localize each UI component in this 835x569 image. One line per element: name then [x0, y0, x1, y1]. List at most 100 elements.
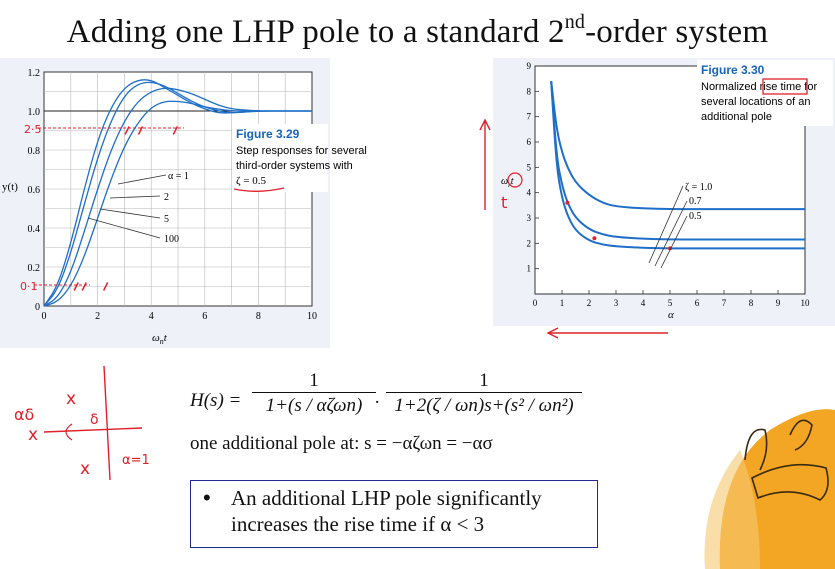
right-xtick-label: 2: [587, 298, 592, 308]
left-rise-mark: [137, 126, 144, 135]
left-rise-mark: [81, 282, 87, 291]
sketch-x-bottom: x: [80, 459, 90, 479]
left-rise-mark: [102, 282, 109, 291]
left-ytick-label: 0: [35, 302, 40, 313]
left-label-leader-1: [117, 174, 167, 185]
left-label-2: 2: [164, 192, 169, 203]
right-label-z05: 0.5: [689, 211, 702, 222]
right-series-line-0: [550, 81, 805, 211]
right-xtick-label: 1: [560, 298, 565, 308]
right-label-z1: ζ = 1.0: [685, 182, 712, 193]
right-ytick-label: 4: [527, 188, 532, 198]
right-caption-title: Figure 3.30: [701, 63, 765, 77]
pole-description: one additional pole at: s = −αζωn = −ασ: [190, 433, 493, 454]
left-rise-mark: [172, 126, 178, 135]
left-xticks: 0 2 4 6 8 10: [42, 311, 318, 322]
right-ytick-label: 2: [527, 238, 532, 248]
bullet-line-1: An additional LHP pole significantly: [231, 486, 542, 510]
right-ytick-label: 7: [527, 112, 532, 122]
formula-frac-2-den: 1+2(ζ / ωn)s+(s² / ωn²): [386, 392, 582, 417]
right-xtick-label: 3: [614, 298, 619, 308]
right-caption-line-1: Normalized rise time for: [701, 81, 817, 93]
right-red-mark: [565, 200, 570, 205]
sketch-x-left: x: [28, 425, 38, 445]
right-yticks: 9 8 7 6 5 4 3 2 1: [527, 61, 539, 274]
left-label-leader-100: [87, 217, 161, 239]
right-label-leader-3: [660, 215, 688, 269]
left-caption-bg: [232, 124, 328, 192]
right-ytick-label: 9: [527, 61, 532, 71]
left-xtick-label: 4: [149, 311, 154, 322]
right-ytick-label: 3: [527, 213, 532, 223]
left-caption-underline: [233, 187, 285, 192]
left-series-line-1: [43, 87, 312, 307]
right-caption-line-2: several locations of an: [701, 96, 810, 108]
left-series-line-3: [43, 79, 312, 307]
orange-character-glow: [704, 450, 760, 569]
right-caption-highlight: [762, 78, 808, 95]
right-xtick-label: 8: [749, 298, 754, 308]
right-xtick-label: 5: [668, 298, 673, 308]
left-label-leader-5: [99, 208, 161, 219]
sketch-imag-axis: [103, 365, 111, 481]
formula-frac-1: 1 1+(s / αζωn): [252, 370, 376, 417]
left-xlabel: ωnt: [152, 332, 168, 346]
left-figure: 1.2 1.0 0.8 0.6 0.4 0.2 0 0 2 4 6 8 10 y(t) ωnt α =…: [0, 58, 367, 348]
left-label-100: 100: [164, 234, 179, 245]
right-label-leader-2: [654, 200, 688, 267]
right-label-z07: 0.7: [689, 196, 702, 207]
left-xtick-label: 6: [202, 311, 207, 322]
orange-character-outline: [744, 419, 829, 501]
bullet-symbol: •: [203, 485, 211, 510]
formula-frac-1-den: 1+(s / αζωn): [252, 392, 376, 417]
sketch-real-axis: [43, 427, 143, 433]
left-xtick-label: 0: [42, 311, 47, 322]
sketch-label-sigma: δ: [90, 412, 99, 428]
left-handwritten-25: 2·5: [24, 123, 42, 136]
right-caption-bg: [697, 60, 833, 126]
left-label-5: 5: [164, 214, 169, 225]
left-curves: [43, 79, 312, 307]
right-xtick-label: 0: [533, 298, 538, 308]
left-ytick-label: 0.6: [28, 185, 41, 196]
left-ytick-label: 0.8: [28, 146, 41, 157]
left-ylabel: y(t): [2, 181, 18, 193]
left-caption-line-2: third-order systems with: [236, 160, 353, 172]
left-ytick-label: 0.2: [28, 263, 41, 274]
right-xtick-label: 4: [641, 298, 646, 308]
left-ytick-label: 1.2: [28, 68, 41, 79]
bullet-line-2: increases the rise time if α < 3: [231, 512, 485, 536]
right-xtick-label: 6: [695, 298, 700, 308]
right-ytick-label: 1: [527, 264, 532, 274]
sketch-label-alpha1: α=1: [122, 453, 150, 468]
left-handwritten-01: 0·1: [20, 280, 38, 293]
bullet-box: • An additional LHP pole significantly i…: [190, 480, 598, 548]
slide-title-sup: nd: [564, 11, 586, 33]
formula-frac-2-num: 1: [479, 370, 489, 391]
left-label-leader-2: [109, 195, 161, 199]
left-ytick-label: 0.4: [28, 224, 41, 235]
formula-frac-1-num: 1: [309, 370, 319, 391]
left-caption-title: Figure 3.29: [236, 127, 300, 141]
bullet-text: An additional LHP pole significantly inc…: [231, 485, 542, 537]
left-ytick-label: 1.0: [28, 107, 41, 118]
right-series-line-2: [550, 81, 805, 250]
left-xtick-label: 10: [307, 311, 317, 322]
right-ylabel-circle: [507, 172, 523, 188]
orange-character-body: [719, 409, 835, 569]
sketch-x-top: x: [66, 389, 76, 409]
left-caption-line-3: ζ = 0.5: [236, 175, 267, 187]
right-curves: [550, 81, 805, 251]
right-label-leader-1: [648, 185, 684, 264]
slide-title: Adding one LHP pole to a standard 2nd-or…: [0, 0, 835, 54]
right-xtick-label: 9: [776, 298, 781, 308]
right-caption-line-3: additional pole: [701, 111, 772, 123]
right-ytick-label: 6: [527, 137, 532, 147]
formula-frac-2: 1 1+2(ζ / ωn)s+(s² / ωn²): [386, 370, 582, 417]
right-ytick-label: 8: [527, 86, 532, 96]
left-label-alpha1: α = 1: [168, 171, 189, 182]
right-xticks: 0 1 2 3 4 5 6 7 8 9 10: [533, 290, 810, 308]
left-caption-line-1: Step responses for several: [236, 145, 367, 157]
left-xtick-label: 8: [256, 311, 261, 322]
